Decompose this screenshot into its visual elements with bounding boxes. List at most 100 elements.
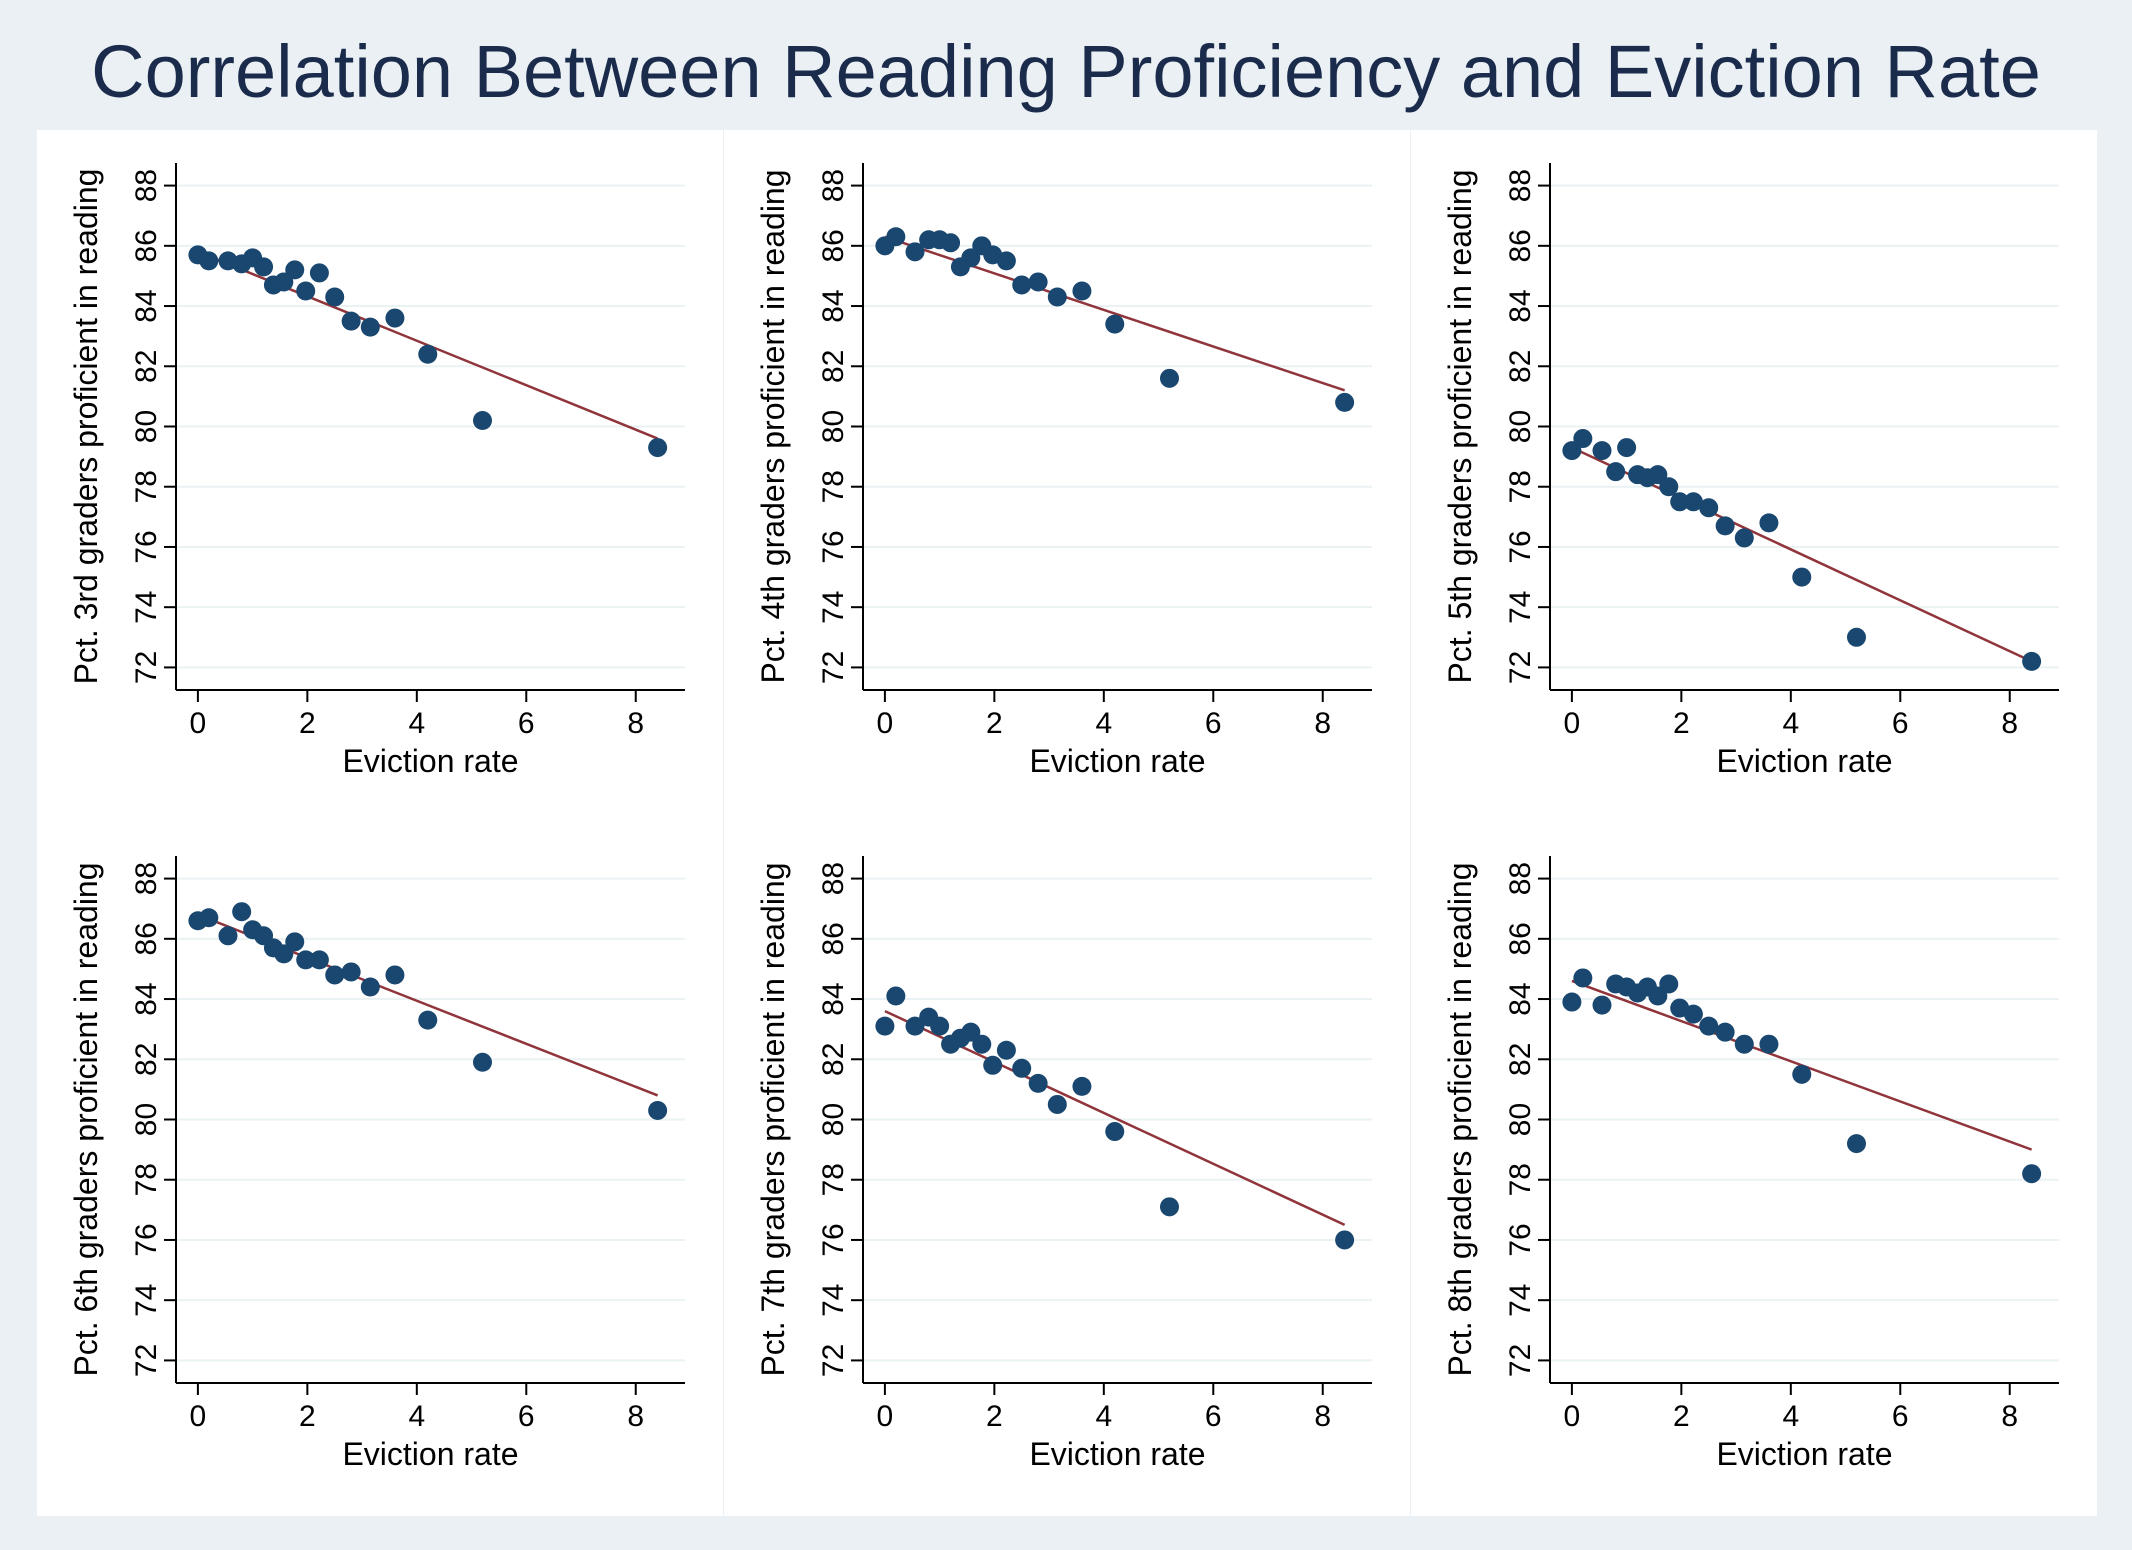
panel-1: 72 74 76 78 80 82 84 86 88 0 2 4 6 8 Eviction rate Pct.…	[37, 130, 723, 823]
y-tick-label: 72	[130, 651, 163, 684]
y-tick-label: 76	[130, 1223, 163, 1256]
data-point	[1592, 441, 1612, 461]
data-point	[232, 902, 252, 922]
data-point	[1573, 429, 1593, 449]
data-point	[2022, 651, 2042, 671]
y-axis-title: Pct. 6th graders proficient in reading	[68, 862, 104, 1376]
x-tick-label: 8	[627, 1400, 644, 1433]
data-point	[1028, 272, 1048, 292]
x-tick-label: 8	[2001, 1400, 2018, 1433]
data-point	[325, 965, 345, 985]
data-point	[1012, 275, 1032, 295]
data-point	[1335, 392, 1355, 412]
data-point	[325, 287, 345, 307]
y-tick-label: 88	[130, 862, 163, 895]
x-tick-label: 8	[1314, 1400, 1331, 1433]
data-point	[1617, 438, 1637, 458]
data-point	[472, 1052, 492, 1072]
x-tick-label: 0	[877, 707, 894, 740]
x-tick-label: 0	[190, 707, 207, 740]
data-point	[1659, 974, 1679, 994]
data-point	[360, 317, 380, 337]
data-point	[1047, 1094, 1067, 1114]
x-axis-title: Eviction rate	[1716, 743, 1892, 779]
x-tick-label: 0	[1564, 707, 1581, 740]
data-point	[1562, 992, 1582, 1012]
y-tick-label: 78	[1504, 1163, 1537, 1196]
y-tick-label: 74	[817, 1283, 850, 1316]
data-point	[961, 1022, 981, 1042]
y-tick-label: 80	[130, 410, 163, 443]
x-tick-label: 6	[1205, 707, 1222, 740]
data-point	[418, 1010, 438, 1030]
y-axis-title: Pct. 7th graders proficient in reading	[755, 862, 791, 1376]
x-axis-title: Eviction rate	[342, 1436, 518, 1472]
y-tick-label: 78	[130, 470, 163, 503]
y-tick-label: 86	[1504, 922, 1537, 955]
data-point	[1072, 281, 1092, 301]
chart-title: Correlation Between Reading Proficiency …	[91, 30, 2041, 113]
data-point	[199, 908, 219, 928]
y-tick-label: 78	[817, 470, 850, 503]
y-tick-label: 74	[130, 590, 163, 623]
y-tick-label: 84	[130, 982, 163, 1015]
data-point	[1715, 1022, 1735, 1042]
data-point	[1159, 1197, 1179, 1217]
y-tick-label: 88	[817, 862, 850, 895]
y-tick-label: 72	[1504, 1344, 1537, 1377]
x-tick-label: 4	[1782, 707, 1799, 740]
y-tick-label: 72	[1504, 651, 1537, 684]
data-point	[941, 233, 961, 253]
x-tick-label: 0	[1564, 1400, 1581, 1433]
x-tick-label: 2	[1673, 1400, 1690, 1433]
y-tick-label: 80	[130, 1103, 163, 1136]
data-point	[886, 986, 906, 1006]
data-point	[285, 932, 305, 952]
data-point	[2022, 1164, 2042, 1184]
y-tick-label: 88	[817, 169, 850, 202]
y-tick-label: 74	[817, 590, 850, 623]
y-tick-label: 88	[1504, 862, 1537, 895]
panel-5: 72 74 76 78 80 82 84 86 88 0 2 4 6 8 Eviction rate Pct.…	[724, 823, 1410, 1516]
x-axis-title: Eviction rate	[1716, 1436, 1892, 1472]
y-tick-label: 80	[817, 410, 850, 443]
data-point	[1335, 1230, 1355, 1250]
y-axis-title: Pct. 4th graders proficient in reading	[755, 169, 791, 683]
data-point	[1606, 462, 1626, 482]
data-point	[996, 1040, 1016, 1060]
data-point	[1159, 368, 1179, 388]
y-tick-label: 86	[817, 922, 850, 955]
y-tick-label: 86	[130, 922, 163, 955]
data-point	[254, 257, 274, 277]
data-point	[1105, 314, 1125, 334]
y-tick-label: 76	[1504, 530, 1537, 563]
data-point	[360, 977, 380, 997]
data-point	[1734, 1034, 1754, 1054]
x-tick-label: 4	[1095, 1400, 1112, 1433]
y-axis-title: Pct. 3rd graders proficient in reading	[68, 169, 104, 685]
y-tick-label: 82	[817, 350, 850, 383]
x-axis-title: Eviction rate	[1029, 743, 1205, 779]
y-tick-label: 86	[1504, 229, 1537, 262]
data-point	[961, 248, 981, 268]
data-point	[296, 950, 316, 970]
panel-6: 72 74 76 78 80 82 84 86 88 0 2 4 6 8 Eviction rate Pct.…	[1411, 823, 2097, 1516]
x-tick-label: 6	[518, 707, 535, 740]
data-point	[1734, 528, 1754, 548]
x-tick-label: 6	[1892, 707, 1909, 740]
x-tick-label: 8	[1314, 707, 1331, 740]
data-point	[1792, 1064, 1812, 1084]
y-tick-label: 82	[1504, 350, 1537, 383]
y-tick-label: 78	[1504, 470, 1537, 503]
y-axis-title: Pct. 5th graders proficient in reading	[1442, 169, 1478, 683]
y-tick-label: 76	[817, 1223, 850, 1256]
data-point	[1105, 1122, 1125, 1142]
y-tick-label: 88	[130, 169, 163, 202]
x-tick-label: 6	[1205, 1400, 1222, 1433]
y-tick-label: 82	[130, 1043, 163, 1076]
y-tick-label: 72	[817, 1344, 850, 1377]
data-point	[905, 1016, 925, 1036]
data-point	[385, 965, 405, 985]
data-point	[1659, 477, 1679, 497]
